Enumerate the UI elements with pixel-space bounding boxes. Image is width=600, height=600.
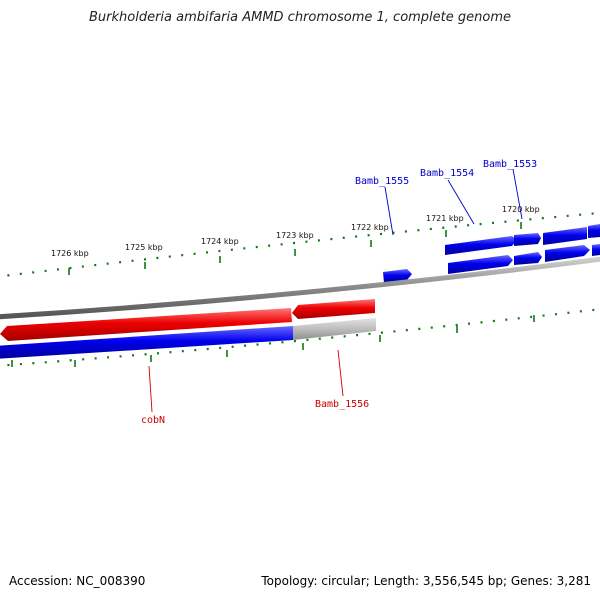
inner-tick-ring [0,308,600,367]
kbp-label: 1720 kbp [502,205,540,214]
forward-gene-track [383,224,600,283]
pseudo-bar-bamb-1556[interactable] [293,318,376,340]
gene-arrow-right-edge[interactable] [543,227,587,245]
kbp-scale: 1720 kbp 1721 kbp 1722 kbp 1723 kbp 1724… [51,205,540,275]
cds-arrow-right-edge[interactable] [592,244,600,256]
gene-label-cobn[interactable]: cobN [141,415,165,426]
leader-bamb-1554 [447,179,475,225]
gene-arrow-bamb-1555-fragment[interactable] [383,269,412,283]
gene-arrow-cobn[interactable] [0,308,292,341]
genome-summary-text: Topology: circular; Length: 3,556,545 bp… [261,574,591,588]
gene-labels: Bamb_1553 Bamb_1554 Bamb_1555 Bamb_1556 … [141,159,537,426]
gene-label-bamb-1554[interactable]: Bamb_1554 [420,168,474,179]
accession-text: Accession: NC_008390 [9,574,146,588]
kbp-label: 1722 kbp [351,223,389,232]
label-leaders [148,168,523,413]
leader-bamb-1556 [337,349,344,397]
cds-arrow[interactable] [545,245,590,262]
kbp-label: 1725 kbp [125,243,163,252]
gene-label-bamb-1555[interactable]: Bamb_1555 [355,176,409,187]
cds-arrow[interactable] [448,255,513,274]
gene-label-bamb-1553[interactable]: Bamb_1553 [483,159,537,170]
gene-arrow-right-edge-2[interactable] [588,224,600,238]
gene-arrow-bamb-1554[interactable] [445,236,517,255]
kbp-label: 1724 kbp [201,237,239,246]
gene-label-bamb-1556[interactable]: Bamb_1556 [315,399,369,410]
leader-cobn [148,365,153,413]
kbp-label: 1723 kbp [276,231,314,240]
leader-bamb-1555 [384,186,394,236]
leader-bamb-1553 [512,168,523,220]
kbp-label: 1721 kbp [426,214,464,223]
cds-bar-cobn[interactable] [0,326,293,359]
gene-arrow-bamb-1556[interactable] [292,299,375,319]
kbp-label: 1726 kbp [51,249,89,258]
reverse-gene-track [0,299,376,359]
cds-arrow[interactable] [514,252,542,265]
map-title: Burkholderia ambifaria AMMD chromosome 1… [88,10,512,25]
gene-arrow-bamb-1553[interactable] [514,233,541,246]
chromosome-backbone [0,256,600,320]
